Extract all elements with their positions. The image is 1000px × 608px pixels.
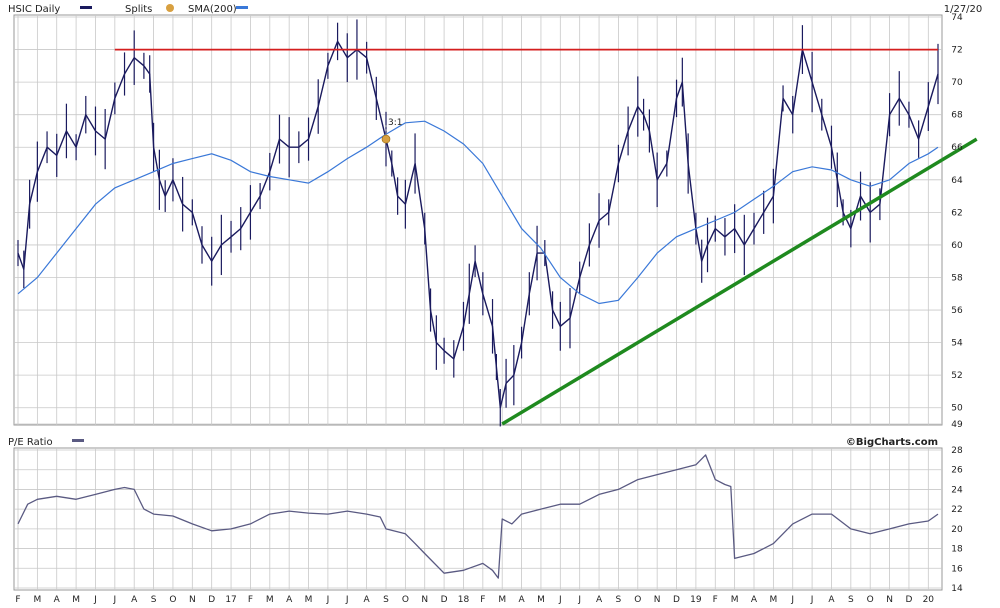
- month-tick-label: A: [131, 595, 138, 605]
- month-tick-label: M: [33, 595, 41, 605]
- pe-tick-label: 18: [951, 545, 963, 555]
- pe-legend-swatch: [72, 439, 84, 442]
- month-tick-label: F: [15, 595, 20, 605]
- month-tick-label: F: [713, 595, 718, 605]
- pe-series: [17, 454, 939, 579]
- month-tick-label: J: [558, 595, 562, 605]
- month-tick-label: D: [673, 595, 680, 605]
- price-tick-label: 64: [951, 176, 963, 186]
- month-tick-label: 20: [923, 595, 935, 605]
- price-y-axis: 49 50 52 54 56 58 60 62 64 66 68 70 72 74: [951, 13, 963, 430]
- pe-tick-label: 28: [951, 446, 963, 456]
- month-tick-label: 17: [225, 595, 236, 605]
- month-tick-label: J: [345, 595, 349, 605]
- price-tick-label: 74: [951, 13, 963, 23]
- month-tick-label: S: [848, 595, 854, 605]
- month-tick-label: S: [151, 595, 157, 605]
- month-tick-label: N: [654, 595, 661, 605]
- splits-label: Splits: [125, 4, 152, 15]
- support-trendline: [501, 137, 978, 426]
- month-tick-label: D: [208, 595, 215, 605]
- month-tick-label: M: [498, 595, 506, 605]
- month-tick-label: M: [305, 595, 313, 605]
- pe-tick-label: 14: [951, 584, 963, 594]
- month-tick-label: F: [480, 595, 485, 605]
- pe-tick-label: 24: [951, 485, 963, 495]
- month-tick-label: D: [441, 595, 448, 605]
- month-tick-label: N: [421, 595, 428, 605]
- month-tick-label: O: [402, 595, 409, 605]
- month-tick-label: 19: [690, 595, 702, 605]
- pe-tick-label: 26: [951, 466, 963, 476]
- month-tick-label: J: [810, 595, 814, 605]
- month-tick-label: J: [577, 595, 581, 605]
- month-tick-label: S: [616, 595, 622, 605]
- pe-tick-label: 16: [951, 564, 963, 574]
- month-tick-label: O: [867, 595, 874, 605]
- price-tick-label: 72: [951, 46, 962, 56]
- price-tick-label: 54: [951, 339, 963, 349]
- sma-line: [17, 120, 939, 305]
- month-tick-label: O: [169, 595, 176, 605]
- split-marker-label: 3:1: [388, 118, 402, 128]
- month-tick-label: N: [189, 595, 196, 605]
- month-tick-label: N: [886, 595, 893, 605]
- pe-panel-frame: [13, 447, 943, 591]
- splits-legend-icon: [166, 4, 174, 12]
- price-tick-label: 50: [951, 404, 963, 414]
- symbol-legend-swatch: [80, 6, 92, 9]
- month-tick-label: O: [634, 595, 641, 605]
- price-tick-label: 60: [951, 241, 963, 251]
- pe-tick-label: 20: [951, 525, 963, 535]
- symbol-label: HSIC Daily: [8, 4, 60, 15]
- sma-legend-swatch: [236, 6, 248, 9]
- price-tick-label: 58: [951, 273, 963, 283]
- price-tick-label: 62: [951, 208, 962, 218]
- pe-label: P/E Ratio: [8, 437, 53, 448]
- month-tick-label: A: [751, 595, 758, 605]
- price-panel: 3:1 49 50 52 54 56 58 60 62 64 66 68 70 72 74: [13, 13, 978, 430]
- month-tick-label: J: [113, 595, 117, 605]
- copyright-label: ©BigCharts.com: [846, 437, 938, 448]
- price-tick-label: 68: [951, 111, 963, 121]
- pe-line: [17, 454, 939, 579]
- month-tick-label: M: [72, 595, 80, 605]
- pe-panel: 14 16 18 20 22 24 26 28: [13, 446, 963, 594]
- split-marker-icon: [381, 134, 391, 144]
- pe-grid: [14, 448, 942, 590]
- month-tick-label: F: [248, 595, 253, 605]
- price-tick-label: 66: [951, 143, 963, 153]
- month-tick-label: J: [790, 595, 794, 605]
- month-tick-label: J: [326, 595, 330, 605]
- pe-y-axis: 14 16 18 20 22 24 26 28: [951, 446, 963, 594]
- month-tick-label: M: [537, 595, 545, 605]
- month-tick-label: A: [364, 595, 371, 605]
- price-tick-label: 56: [951, 306, 963, 316]
- month-tick-label: A: [286, 595, 293, 605]
- month-tick-label: A: [828, 595, 835, 605]
- month-tick-label: 18: [458, 595, 470, 605]
- month-tick-label: M: [266, 595, 274, 605]
- price-tick-label: 52: [951, 371, 962, 381]
- month-tick-label: J: [93, 595, 97, 605]
- sma-label: SMA(200): [188, 4, 237, 15]
- price-panel-frame: [13, 14, 943, 426]
- month-tick-label: D: [905, 595, 912, 605]
- month-tick-label: M: [731, 595, 739, 605]
- pe-tick-label: 22: [951, 505, 962, 515]
- month-tick-label: A: [596, 595, 603, 605]
- month-tick-label: A: [54, 595, 61, 605]
- month-axis: F M A M J J A S O N D 17 F M A M J J A S O N D 18 F M A M J J A S O N D 19 F…: [15, 595, 934, 605]
- price-tick-label: 70: [951, 78, 963, 88]
- price-series: 3:1: [17, 19, 978, 427]
- month-tick-label: S: [383, 595, 389, 605]
- month-tick-label: A: [518, 595, 525, 605]
- end-date-label: 1/27/20: [944, 4, 983, 15]
- month-tick-label: M: [769, 595, 777, 605]
- price-tick-label: 49: [951, 420, 963, 430]
